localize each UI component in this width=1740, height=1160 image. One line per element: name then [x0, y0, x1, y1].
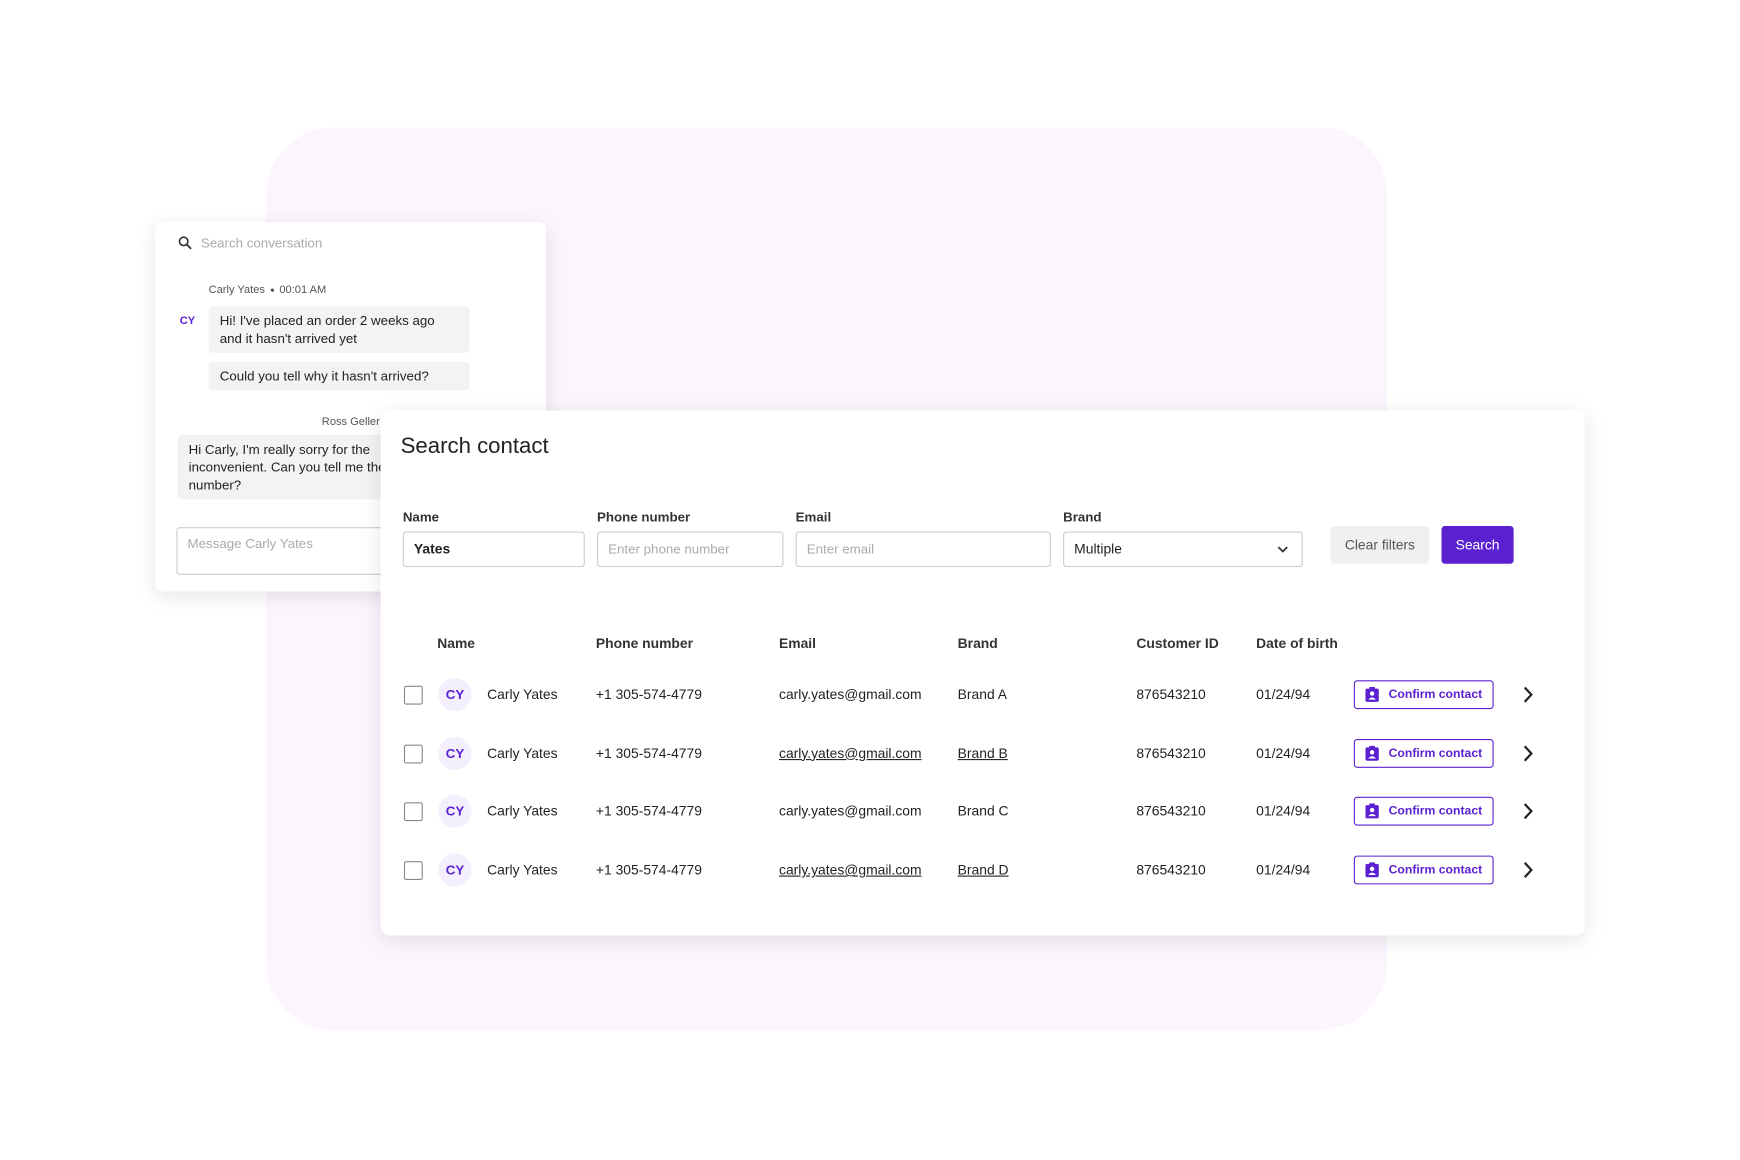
cell-phone: +1 305-574-4779 — [595, 862, 702, 878]
cell-customer-id: 876543210 — [1136, 803, 1206, 820]
confirm-button[interactable]: Confirm contact — [1353, 738, 1494, 768]
cell-phone: +1 305-574-4779 — [595, 745, 702, 761]
contact-icon — [1365, 745, 1380, 761]
cell-brand[interactable]: Brand D — [957, 862, 1009, 878]
dot — [270, 288, 274, 292]
checkbox[interactable] — [403, 802, 423, 822]
row-chevron[interactable] — [1522, 686, 1533, 704]
column-header: Date of birth — [1256, 635, 1338, 652]
cell-customer-id: 876543210 — [1136, 745, 1206, 761]
cell-email[interactable]: carly.yates@gmail.com — [779, 862, 922, 878]
cell-brand: Brand C — [957, 803, 1009, 820]
confirm-button[interactable]: Confirm contact — [1353, 855, 1494, 885]
button-label: Confirm contact — [1388, 804, 1483, 819]
field-value: Multiple — [1074, 541, 1122, 558]
field-label: Name — [402, 509, 440, 525]
contact-icon — [1365, 686, 1380, 702]
cell-name: Carly Yates — [487, 745, 558, 761]
cell-dob: 01/24/94 — [1256, 686, 1311, 703]
cell-phone: +1 305-574-4779 — [595, 803, 702, 820]
column-header: Name — [437, 635, 475, 652]
field-label: Email — [795, 509, 832, 525]
cell-name: Carly Yates — [487, 862, 558, 878]
button-label: Confirm contact — [1388, 863, 1483, 877]
avatar: CY — [438, 678, 472, 712]
placeholder: Message Carly Yates — [187, 535, 313, 552]
field-placeholder: Enter phone number — [608, 541, 730, 558]
checkbox[interactable] — [403, 744, 423, 764]
cell-email: carly.yates@gmail.com — [779, 686, 922, 703]
cell-brand[interactable]: Brand B — [957, 745, 1008, 761]
field-input[interactable]: Yates — [402, 531, 585, 568]
sender: Ross Geller — [321, 416, 380, 429]
row-chevron[interactable] — [1522, 744, 1533, 762]
time: 00:01 AM — [279, 284, 327, 297]
cell-dob: 01/24/94 — [1256, 862, 1311, 878]
column-header: Email — [779, 635, 817, 652]
message-bubble: Hi! I've placed an order 2 weeks ago and… — [208, 306, 470, 353]
field-label: Brand — [1063, 509, 1102, 525]
checkbox[interactable] — [403, 685, 423, 705]
cell-brand: Brand A — [957, 686, 1008, 703]
cell-email: carly.yates@gmail.com — [779, 803, 922, 820]
field-label: Phone number — [597, 509, 691, 525]
contact-icon — [1365, 803, 1380, 819]
button-label: Confirm contact — [1388, 688, 1483, 702]
sender: Carly Yates — [208, 284, 265, 297]
column-header: Phone number — [595, 635, 694, 652]
title: Search contact — [400, 433, 549, 459]
search-input[interactable]: Search conversation — [200, 235, 323, 251]
avatar: CY — [438, 736, 472, 770]
avatar: CY — [438, 853, 472, 887]
cell-name: Carly Yates — [487, 686, 558, 703]
cell-name: Carly Yates — [487, 803, 558, 820]
cell-dob: 01/24/94 — [1256, 803, 1311, 820]
search-panel: Search contact Clear filters Search Name… — [380, 410, 1585, 936]
message-meta: Carly Yates 00:01 AM — [209, 284, 327, 296]
clear-button[interactable]: Clear filters — [1330, 525, 1430, 564]
confirm-button[interactable]: Confirm contact — [1353, 797, 1494, 827]
row-chevron[interactable] — [1522, 803, 1533, 821]
checkbox[interactable] — [403, 861, 423, 881]
column-header: Customer ID — [1136, 635, 1219, 652]
field-placeholder: Enter email — [806, 541, 875, 558]
message-bubble: Could you tell why it hasn't arrived? — [208, 361, 470, 391]
cell-dob: 01/24/94 — [1256, 745, 1311, 761]
cell-customer-id: 876543210 — [1136, 862, 1206, 878]
search-icon — [178, 236, 192, 250]
avatar: CY — [179, 315, 196, 328]
contact-icon — [1365, 862, 1380, 878]
cell-email[interactable]: carly.yates@gmail.com — [779, 745, 922, 761]
search-button[interactable]: Search — [1441, 525, 1514, 564]
column-header: Brand — [957, 635, 998, 652]
cell-phone: +1 305-574-4779 — [595, 686, 702, 703]
avatar: CY — [438, 794, 472, 829]
confirm-button[interactable]: Confirm contact — [1353, 680, 1494, 710]
field-value: Yates — [413, 541, 451, 558]
field-input[interactable]: Enter email — [795, 531, 1051, 568]
field-input[interactable]: Multiple — [1063, 531, 1303, 568]
cell-customer-id: 876543210 — [1136, 686, 1206, 703]
chevron-down — [1277, 546, 1288, 553]
button-label: Confirm contact — [1388, 746, 1483, 760]
row-chevron[interactable] — [1522, 861, 1533, 879]
field-input[interactable]: Enter phone number — [597, 531, 784, 568]
